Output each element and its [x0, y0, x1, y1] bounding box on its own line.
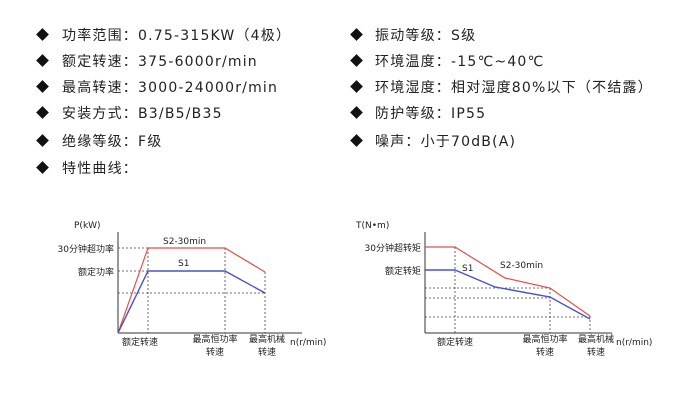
torque-chart: T(N•m) 30分钟超转矩 额定转矩 S1 S2-30min 额定转速 最高恒…: [355, 221, 652, 358]
spec-item: 功率范围：0.75-315KW（4极）: [62, 28, 292, 44]
spec-item: 防护等级：IP55: [375, 106, 487, 122]
x-label: 最高恒功率: [522, 333, 567, 345]
level-label: 额定功率: [78, 266, 114, 278]
power-chart: P(kW) 30分钟超功率 额定功率 S2-30min S1 额定转速 最高恒功…: [58, 221, 327, 358]
spec-item: 最高转速：3000-24000r/min: [62, 80, 279, 96]
axis-label: n(r/min): [616, 338, 652, 348]
level-label: 30分钟超转矩: [365, 242, 421, 254]
curve-label: S1: [178, 259, 189, 269]
x-label: 最高机械: [249, 333, 285, 345]
curve-label: S2-30min: [500, 261, 543, 271]
spec-item: 噪声：小于70dB(A): [375, 134, 517, 150]
s2-curve: [117, 247, 266, 334]
spec-item: 绝缘等级：F级: [62, 134, 163, 150]
x-label: 额定转速: [437, 336, 473, 348]
x-label: 转速: [206, 346, 224, 358]
x-label: 转速: [536, 346, 554, 358]
x-label: 最高机械: [578, 333, 614, 345]
curve-label: S1: [462, 264, 473, 274]
spec-item: 环境温度：-15℃~40℃: [375, 54, 545, 70]
spec-item: 安装方式：B3/B5/B35: [62, 106, 223, 122]
spec-item: 振动等级：S级: [375, 28, 477, 44]
level-label: 30分钟超功率: [58, 243, 114, 255]
x-label: 转速: [258, 346, 276, 358]
s1-curve: [117, 270, 266, 334]
level-label: 额定转矩: [385, 265, 421, 277]
x-label: 最高恒功率: [192, 333, 237, 345]
spec-item: 特性曲线：: [62, 161, 138, 177]
s1-curve: [425, 269, 591, 320]
axis-label: n(r/min): [290, 338, 326, 348]
x-label: 转速: [587, 346, 605, 358]
x-label: 额定转速: [122, 336, 158, 348]
axis-label: T(N•m): [355, 221, 389, 231]
spec-item: 环境湿度：相对湿度80%以下（不结露）: [375, 80, 653, 96]
s2-curve: [425, 246, 591, 317]
axis-label: P(kW): [74, 221, 101, 231]
curve-label: S2-30min: [163, 237, 206, 247]
spec-item: 额定转速：375-6000r/min: [62, 54, 258, 70]
